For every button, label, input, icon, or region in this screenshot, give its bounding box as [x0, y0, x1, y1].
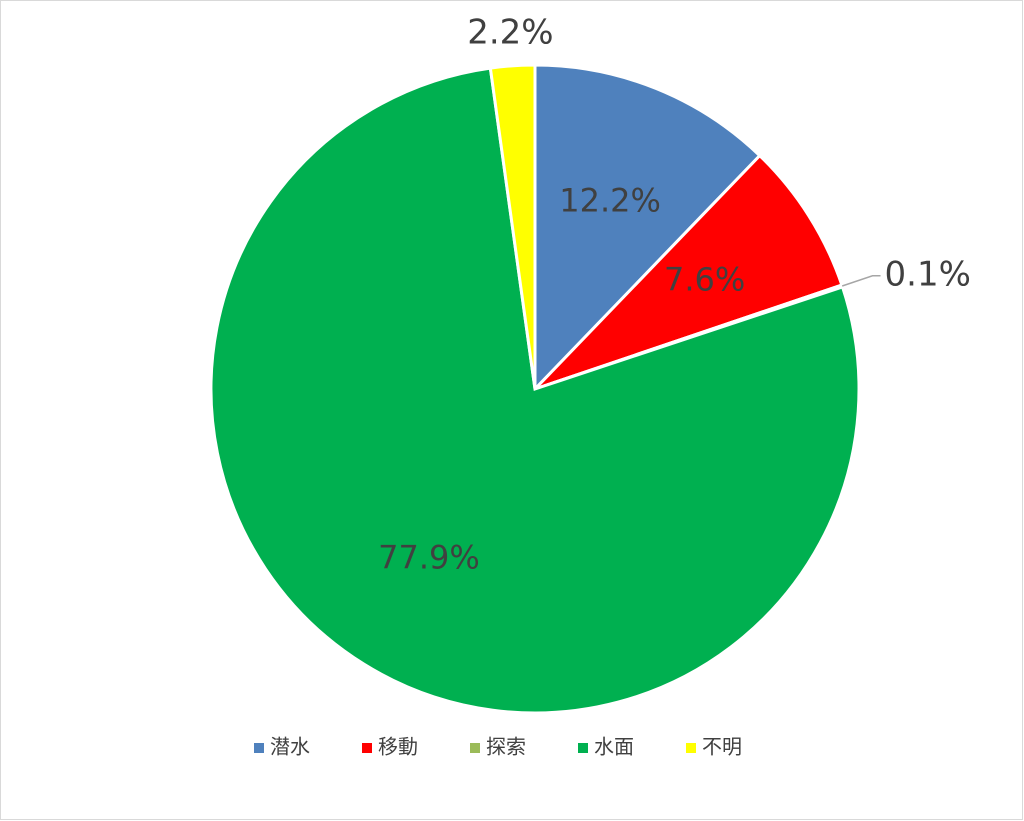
legend-label: 水面 — [594, 735, 634, 759]
legend-swatch — [254, 743, 264, 753]
pie-slice — [533, 153, 844, 391]
pie-slice — [209, 66, 861, 715]
data-label: 77.9% — [378, 539, 480, 577]
data-label: 12.2% — [559, 182, 661, 220]
legend-label: 探索 — [486, 735, 526, 759]
pie-slice — [488, 63, 537, 390]
legend-label: 潜水 — [270, 735, 310, 759]
legend-label: 移動 — [378, 735, 418, 759]
pie-slice — [533, 63, 762, 393]
leader-line — [841, 275, 881, 287]
data-label: 7.6% — [664, 260, 745, 298]
data-label: 0.1% — [885, 254, 971, 294]
legend-swatch — [686, 743, 696, 753]
legend-swatch — [578, 743, 588, 753]
data-label: 2.2% — [467, 12, 553, 52]
legend-swatch — [362, 743, 372, 753]
legend-label: 不明 — [702, 735, 742, 759]
legend-swatch — [470, 743, 480, 753]
